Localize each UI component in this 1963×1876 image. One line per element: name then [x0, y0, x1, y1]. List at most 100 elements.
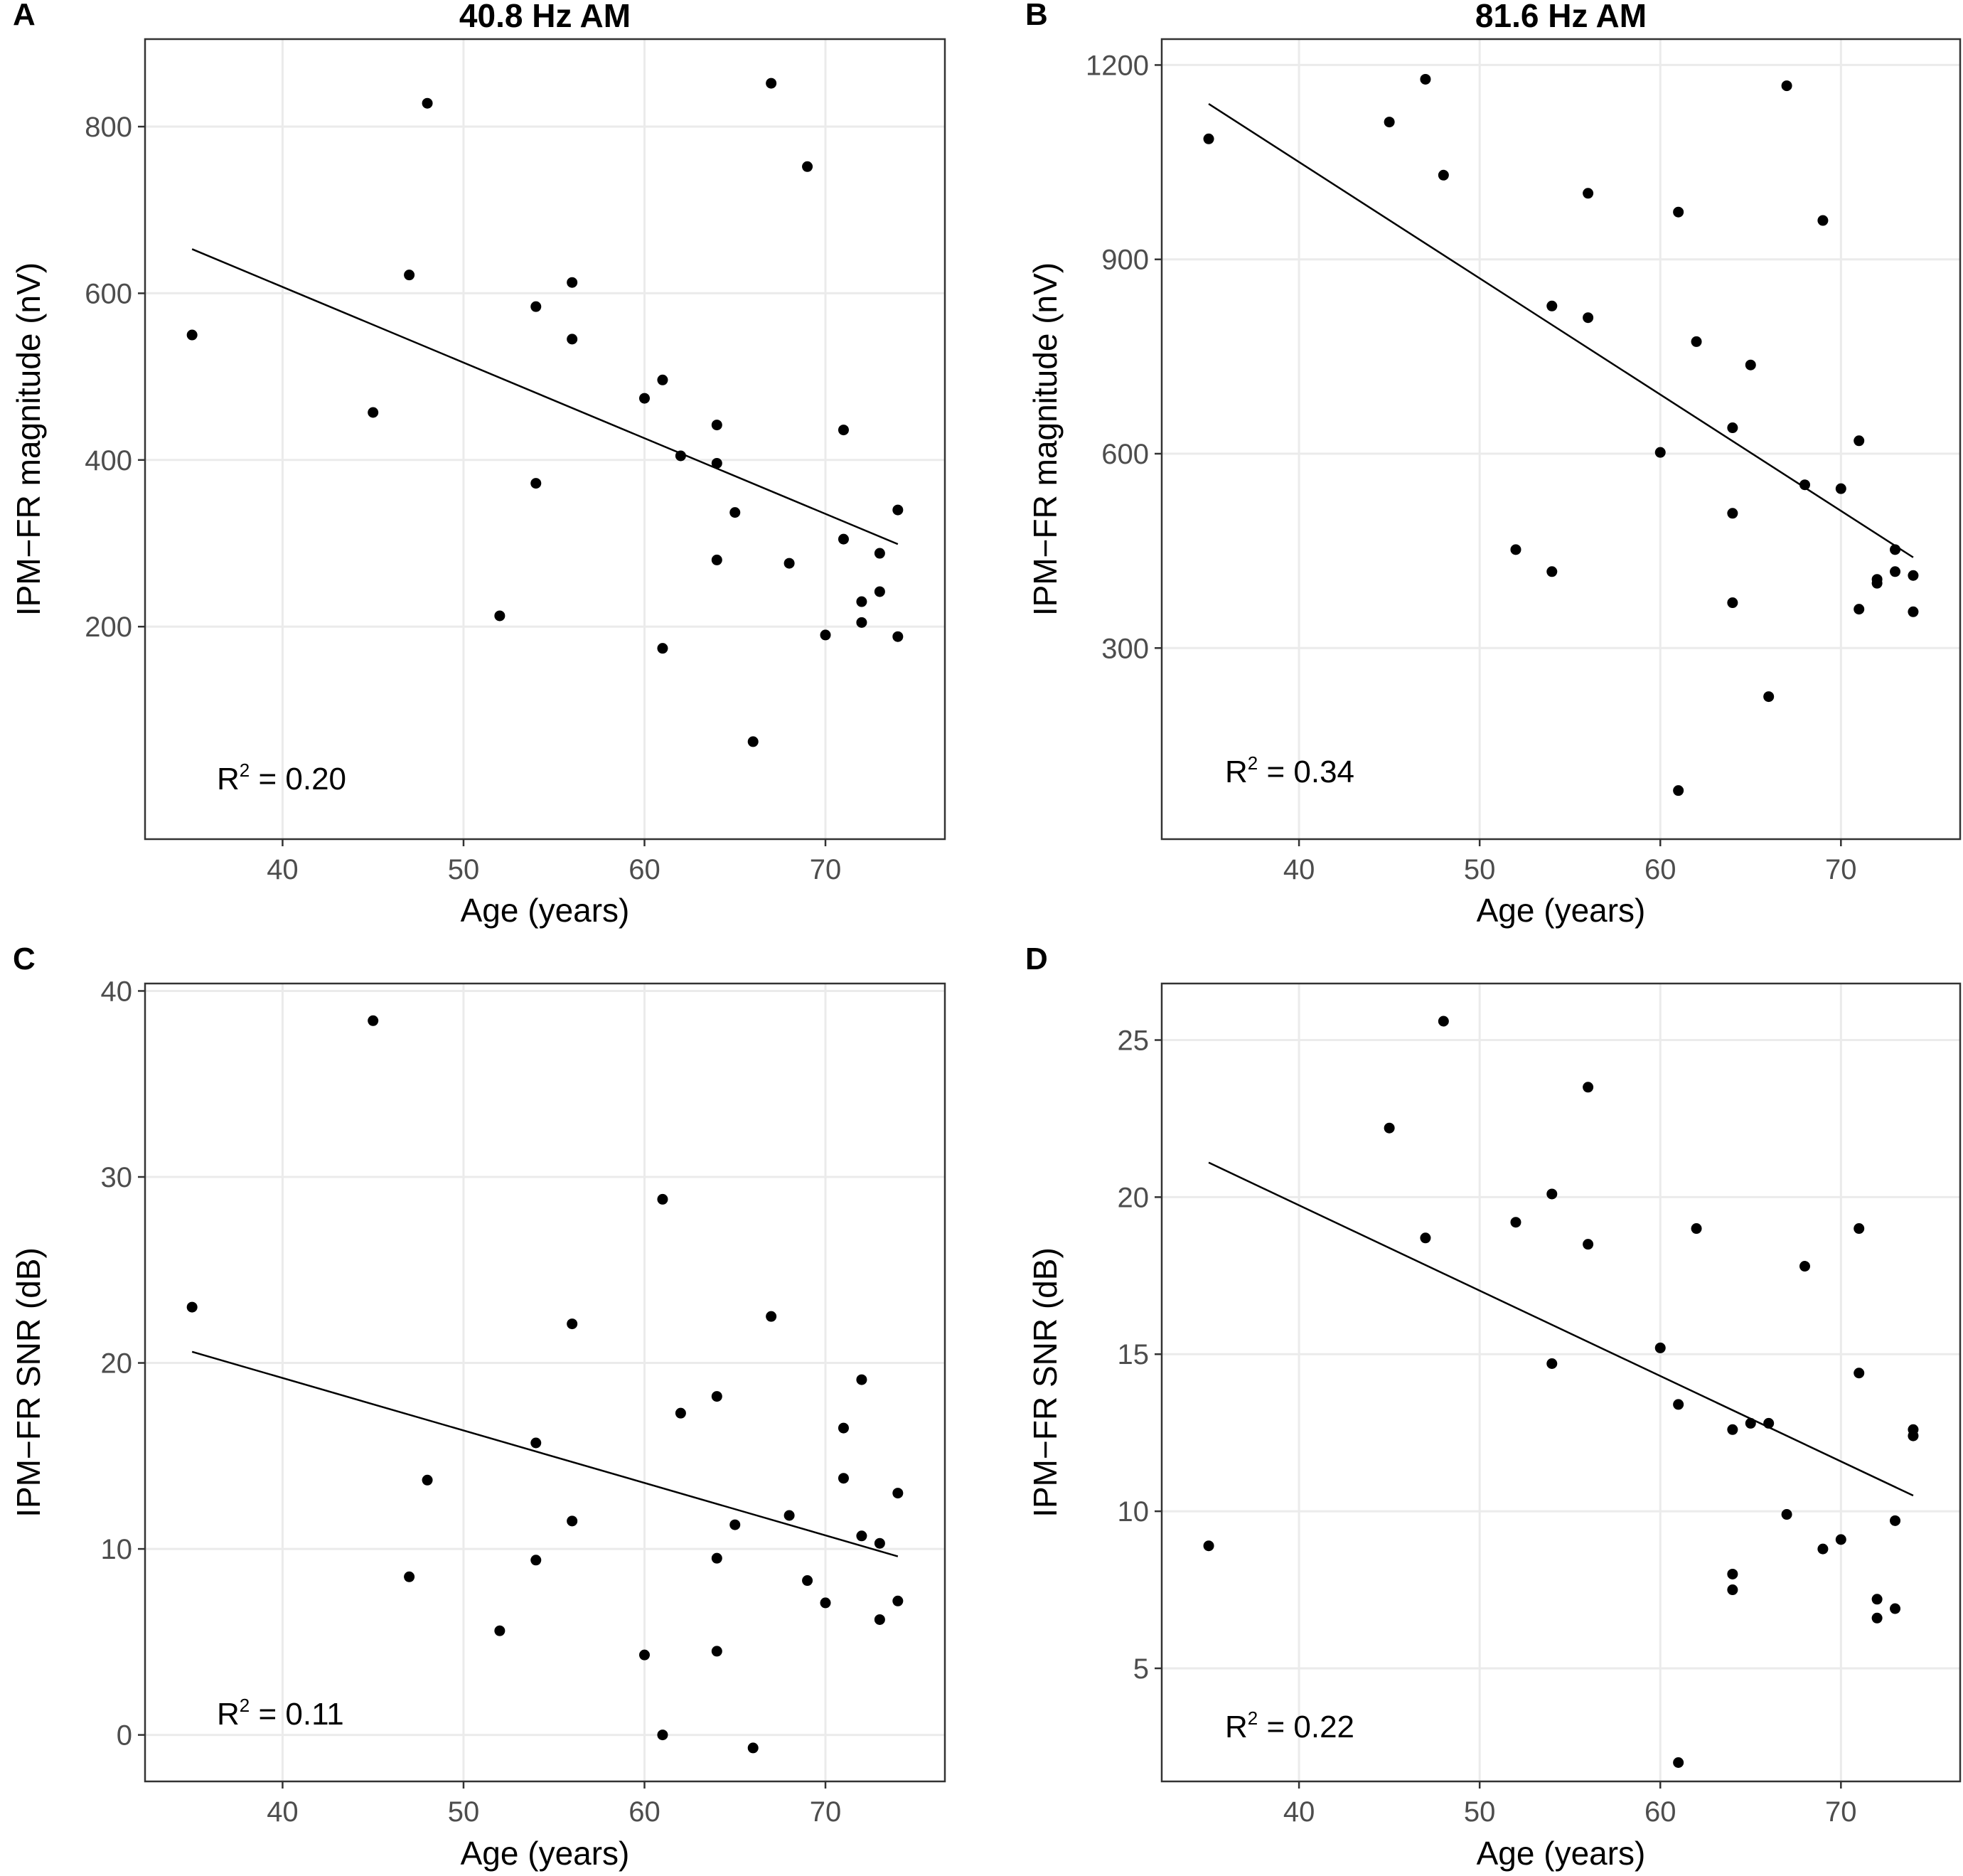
y-tick-label: 10 [101, 1534, 133, 1565]
data-point [856, 596, 867, 607]
data-point [783, 1510, 795, 1521]
data-point [1799, 1261, 1810, 1272]
y-tick-label: 40 [101, 976, 133, 1007]
data-point [1908, 1430, 1919, 1441]
data-point [1510, 1217, 1521, 1228]
data-point [838, 425, 849, 436]
regression-line [1208, 103, 1914, 558]
data-point [186, 329, 198, 341]
data-point [1854, 435, 1865, 447]
data-point [1727, 1568, 1738, 1579]
x-tick-label: 70 [810, 1796, 842, 1828]
data-point [1420, 1232, 1431, 1244]
data-point [675, 450, 686, 462]
y-tick-label: 15 [1118, 1339, 1150, 1370]
panel-c: 40 50 60 70 0 10 20 30 40 R2 = 0.11 Age (years) IPM… [10, 942, 946, 1872]
data-point [874, 586, 885, 597]
data-point [1546, 300, 1558, 311]
r-squared-value: = 0.20 [250, 762, 346, 796]
data-point [1438, 1016, 1449, 1027]
data-point [1654, 447, 1666, 458]
data-point [711, 457, 722, 469]
data-point [892, 1488, 904, 1499]
x-tick-label: 60 [1644, 854, 1676, 885]
data-point [1546, 1188, 1558, 1200]
data-point [856, 1530, 867, 1542]
x-tick-label: 40 [1283, 854, 1315, 885]
data-point [1691, 1223, 1702, 1235]
data-point [1727, 1584, 1738, 1596]
data-point [638, 393, 650, 404]
data-point [874, 548, 885, 559]
data-point [1854, 1368, 1865, 1379]
data-point [838, 1422, 849, 1434]
data-point [1583, 1239, 1594, 1250]
panel-letter: B [1025, 0, 1048, 32]
r-squared-value: = 0.11 [250, 1697, 344, 1732]
data-point [1583, 1082, 1594, 1093]
data-point [856, 617, 867, 628]
x-tick-label: 60 [1644, 1796, 1676, 1828]
plot-border [1160, 982, 1962, 1783]
data-point [1781, 80, 1792, 92]
data-point [802, 1575, 813, 1587]
plot-title: 81.6 Hz AM [1475, 0, 1647, 34]
data-point [1546, 1358, 1558, 1369]
data-point [638, 1649, 650, 1661]
data-point [1835, 483, 1846, 494]
data-point [747, 1742, 759, 1754]
x-tick-label: 50 [1464, 1796, 1496, 1828]
data-point [783, 558, 795, 569]
data-point [404, 1571, 415, 1582]
data-point [567, 277, 578, 288]
data-point [1691, 336, 1702, 347]
x-tick-label: 60 [629, 854, 660, 885]
panel-b: 40 50 60 70 300 600 900 1200 R2 = 0.34 Age (years… [1025, 0, 1962, 929]
data-point [1871, 1612, 1883, 1624]
data-point [494, 610, 506, 622]
data-point [657, 374, 668, 385]
data-point [186, 1301, 198, 1313]
data-point [1727, 422, 1738, 434]
data-point [766, 1311, 777, 1322]
data-point [838, 1473, 849, 1484]
y-tick-label: 5 [1133, 1653, 1149, 1685]
data-point [494, 1625, 506, 1636]
data-point [820, 629, 831, 641]
data-point [874, 1537, 885, 1549]
data-point [1727, 508, 1738, 519]
y-axis-title: IPM−FR SNR (dB) [10, 1247, 47, 1518]
y-tick-label: 20 [101, 1348, 133, 1380]
data-point [747, 736, 759, 747]
data-point [657, 1730, 668, 1741]
panel-letter: C [13, 942, 36, 976]
data-point [368, 1015, 379, 1026]
r-squared-superscript: 2 [1248, 1707, 1258, 1729]
y-tick-label: 25 [1118, 1025, 1150, 1057]
r-squared-label: R2 = 0.11 [217, 1695, 344, 1732]
plot-border [144, 982, 946, 1783]
x-tick-label: 70 [1825, 1796, 1857, 1828]
data-point [1890, 566, 1901, 577]
y-tick-label: 0 [117, 1720, 132, 1752]
x-tick-label: 50 [448, 854, 480, 885]
data-point [567, 1515, 578, 1527]
data-point [657, 1193, 668, 1205]
data-point [1654, 1342, 1666, 1353]
data-point [766, 78, 777, 89]
data-point [404, 270, 415, 281]
y-axis-title: IPM−FR SNR (dB) [1027, 1247, 1064, 1518]
regression-line [191, 248, 899, 545]
y-tick-label: 800 [85, 112, 132, 143]
data-point [1673, 785, 1684, 796]
data-point [1763, 1417, 1775, 1429]
data-point [1583, 188, 1594, 199]
x-tick-label: 60 [629, 1796, 660, 1828]
data-point [711, 1646, 722, 1657]
data-point [567, 334, 578, 345]
data-point [1203, 1540, 1214, 1552]
r-squared-value: = 0.22 [1258, 1710, 1354, 1744]
data-point [530, 1437, 542, 1449]
x-tick-label: 50 [448, 1796, 480, 1828]
data-point [567, 1318, 578, 1330]
